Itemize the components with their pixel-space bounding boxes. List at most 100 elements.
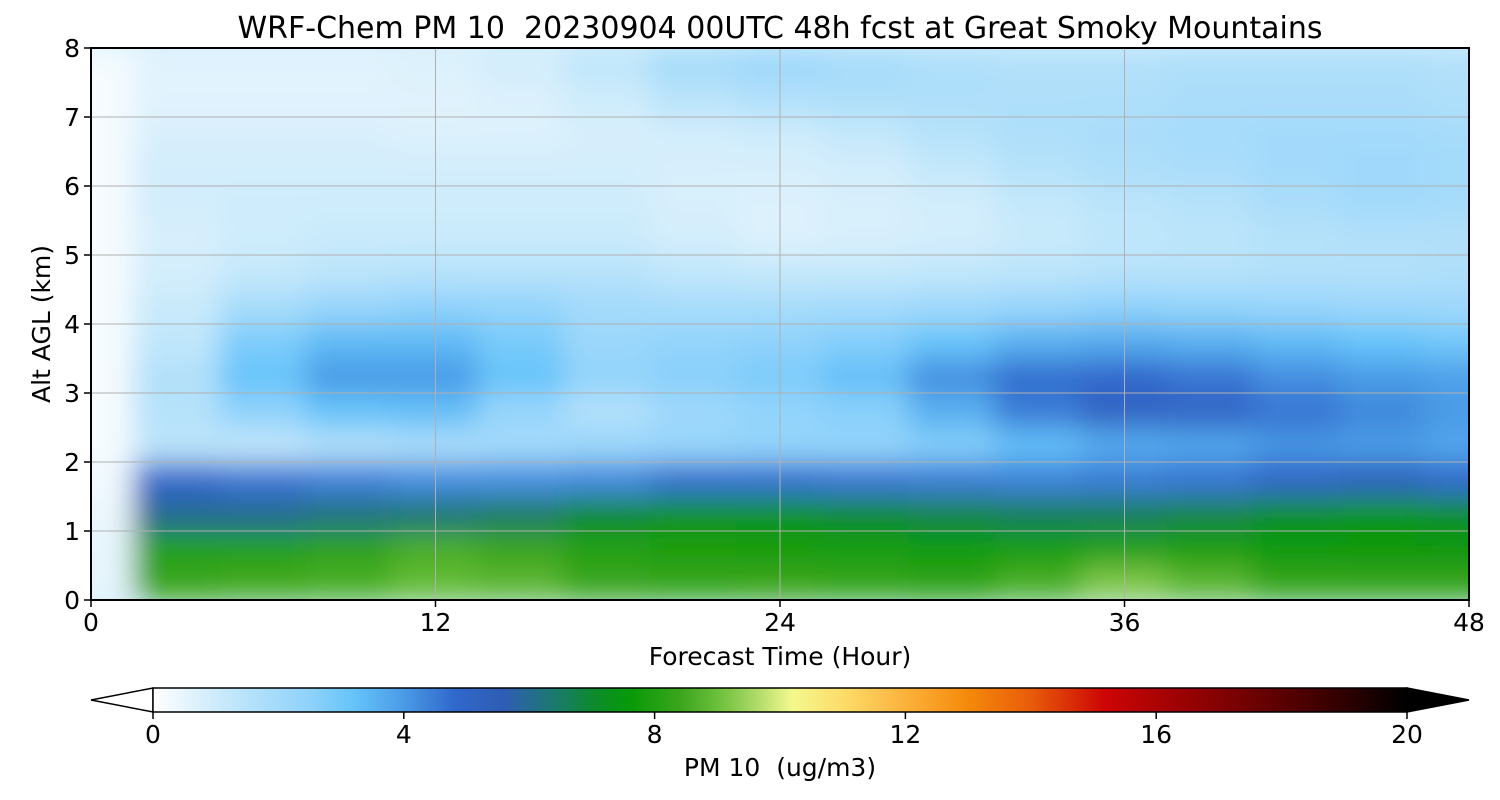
heatmap-cell — [994, 495, 1083, 532]
heatmap-cell — [649, 254, 738, 291]
heatmap-cell — [1424, 426, 1469, 463]
heatmap-cell — [219, 116, 308, 153]
heatmap-cell — [305, 150, 394, 187]
heatmap-cell — [994, 185, 1083, 222]
x-tick-label: 12 — [420, 608, 452, 637]
heatmap-cell — [1252, 323, 1341, 360]
heatmap-cell — [908, 461, 997, 498]
y-tick-label: 2 — [64, 448, 80, 477]
heatmap-cell — [1424, 495, 1469, 532]
heatmap-cell — [91, 81, 136, 118]
heatmap-cell — [305, 426, 394, 463]
colorbar-label: PM 10 (ug/m3) — [684, 753, 876, 782]
heatmap-cell — [822, 530, 911, 567]
heatmap-cell — [822, 116, 911, 153]
heatmap-cell — [1424, 185, 1469, 222]
y-tick-label: 4 — [64, 310, 80, 339]
heatmap-cell — [1252, 81, 1341, 118]
heatmap-cell — [91, 185, 136, 222]
heatmap-cell — [477, 392, 566, 429]
heatmap-cell — [994, 81, 1083, 118]
heatmap-cell — [133, 495, 222, 532]
heatmap-cell — [1338, 564, 1427, 600]
heatmap-cell — [219, 288, 308, 325]
heatmap-cell — [1166, 150, 1255, 187]
heatmap-cell — [649, 392, 738, 429]
heatmap-cell — [908, 185, 997, 222]
heatmap-cells — [91, 48, 1469, 600]
heatmap-cell — [1338, 219, 1427, 256]
heatmap-cell — [1252, 564, 1341, 600]
heatmap-cell — [1338, 357, 1427, 394]
heatmap-cell — [133, 323, 222, 360]
heatmap-cell — [1424, 150, 1469, 187]
heatmap-cell — [91, 116, 136, 153]
heatmap-cell — [1252, 254, 1341, 291]
heatmap-cell — [822, 392, 911, 429]
heatmap-cell — [133, 48, 222, 84]
colorbar-extend-min — [90, 687, 154, 713]
x-tick-label: 48 — [1453, 608, 1485, 637]
y-tick-label: 6 — [64, 172, 80, 201]
y-tick-label: 5 — [64, 241, 80, 270]
heatmap-cell — [91, 48, 136, 84]
heatmap-cell — [305, 116, 394, 153]
heatmap-cell — [219, 150, 308, 187]
heatmap-cell — [477, 357, 566, 394]
heatmap-cell — [91, 426, 136, 463]
heatmap-cell — [994, 530, 1083, 567]
heatmap-cell — [563, 81, 652, 118]
heatmap-cell — [133, 357, 222, 394]
heatmap-cell — [822, 48, 911, 84]
heatmap-cell — [1252, 150, 1341, 187]
heatmap-cell — [1166, 81, 1255, 118]
heatmap-cell — [305, 254, 394, 291]
heatmap-cell — [994, 48, 1083, 84]
colorbar-tick-label: 8 — [647, 720, 663, 749]
heatmap-cell — [649, 288, 738, 325]
heatmap-cell — [649, 564, 738, 600]
heatmap-cell — [1252, 530, 1341, 567]
heatmap-cell — [1424, 81, 1469, 118]
heatmap-cell — [1424, 116, 1469, 153]
x-axis-label: Forecast Time (Hour) — [649, 642, 912, 671]
heatmap-cell — [822, 357, 911, 394]
heatmap-cell — [1424, 323, 1469, 360]
heatmap-cell — [649, 185, 738, 222]
heatmap-cell — [563, 495, 652, 532]
heatmap-cell — [1252, 288, 1341, 325]
heatmap-cell — [1424, 48, 1469, 84]
heatmap-cell — [649, 81, 738, 118]
heatmap-cell — [1338, 185, 1427, 222]
heatmap-cell — [1338, 81, 1427, 118]
heatmap-cell — [133, 530, 222, 567]
heatmap-cell — [91, 392, 136, 429]
y-axis: 0 1 2 3 4 5 6 7 8 — [64, 34, 91, 615]
heatmap-cell — [133, 564, 222, 600]
heatmap-cell — [1252, 185, 1341, 222]
y-tick-label: 7 — [64, 103, 80, 132]
x-tick-label: 36 — [1109, 608, 1141, 637]
heatmap-cell — [477, 461, 566, 498]
heatmap-cell — [219, 185, 308, 222]
heatmap-cell — [305, 48, 394, 84]
heatmap-cell — [1166, 461, 1255, 498]
heatmap-cell — [1166, 48, 1255, 84]
heatmap-cell — [133, 392, 222, 429]
heatmap-cell — [477, 288, 566, 325]
heatmap-cell — [219, 254, 308, 291]
heatmap-cell — [1338, 530, 1427, 567]
heatmap-cell — [908, 426, 997, 463]
heatmap-cell — [219, 48, 308, 84]
heatmap-cell — [1252, 219, 1341, 256]
heatmap-cell — [1338, 254, 1427, 291]
heatmap-cell — [563, 254, 652, 291]
heatmap-cell — [822, 185, 911, 222]
heatmap-cell — [1166, 116, 1255, 153]
colorbar-extend-max — [1406, 687, 1470, 713]
heatmap-cell — [305, 323, 394, 360]
heatmap-cell — [1338, 48, 1427, 84]
heatmap-cell — [994, 564, 1083, 600]
heatmap-cell — [477, 219, 566, 256]
